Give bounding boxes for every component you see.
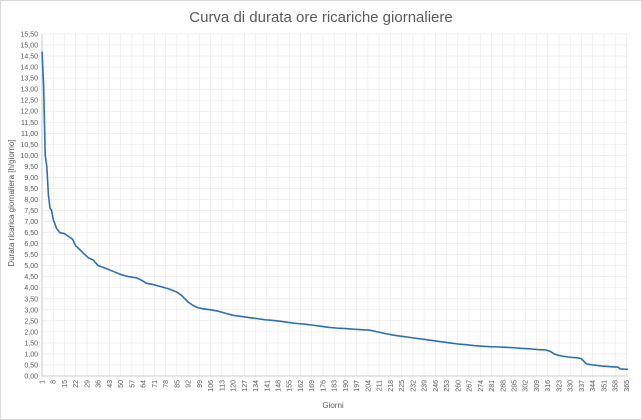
x-tick-label: 169 <box>309 380 316 392</box>
y-tick-label: 5,50 <box>24 252 38 259</box>
x-tick-label: 50 <box>118 380 125 388</box>
x-tick-label: 99 <box>197 380 204 388</box>
y-tick-label: 8,00 <box>24 197 38 204</box>
x-tick-label: 232 <box>410 380 417 392</box>
y-tick-label: 4,00 <box>24 285 38 292</box>
x-tick-label: 253 <box>444 380 451 392</box>
chart-title: Curva di durata ore ricariche giornalier… <box>189 9 452 26</box>
x-tick-label: 183 <box>332 380 339 392</box>
x-tick-label: 274 <box>478 380 485 392</box>
x-tick-label: 148 <box>276 380 283 392</box>
x-tick-label: 211 <box>377 380 384 391</box>
y-tick-label: 15,50 <box>20 32 38 39</box>
y-tick-label: 15,00 <box>20 43 38 50</box>
x-tick-label: 134 <box>253 380 260 392</box>
x-tick-label: 260 <box>455 380 462 392</box>
y-tick-label: 0,00 <box>24 374 38 381</box>
x-tick-label: 120 <box>231 380 238 392</box>
x-tick-label: 127 <box>242 380 249 392</box>
y-tick-label: 0,50 <box>24 362 38 369</box>
x-tick-label: 190 <box>343 380 350 392</box>
x-tick-label: 330 <box>568 380 575 392</box>
x-tick-label: 71 <box>152 380 159 388</box>
y-tick-label: 6,00 <box>24 241 38 248</box>
x-tick-label: 302 <box>523 380 530 392</box>
y-tick-label: 2,50 <box>24 318 38 325</box>
x-tick-label: 358 <box>613 380 620 392</box>
x-tick-label: 225 <box>399 380 406 392</box>
y-tick-label: 13,00 <box>20 87 38 94</box>
x-tick-label: 85 <box>174 380 181 388</box>
x-tick-label: 162 <box>298 380 305 392</box>
x-tick-label: 281 <box>489 380 496 392</box>
y-tick-label: 8,50 <box>24 186 38 193</box>
x-tick-label: 239 <box>422 380 429 392</box>
y-tick-label: 3,00 <box>24 307 38 314</box>
y-tick-label: 10,00 <box>20 153 38 160</box>
x-tick-label: 316 <box>545 380 552 392</box>
y-tick-label: 14,00 <box>20 65 38 72</box>
x-tick-labels: 1 8 15 22 29 36 43 50 57 64 71 78 85 92 99 106 113 120 127… <box>40 380 631 392</box>
x-tick-label: 323 <box>556 380 563 392</box>
x-tick-label: 246 <box>433 380 440 392</box>
y-tick-labels: 0,00 0,50 1,00 1,50 2,00 2,50 3,00 3,50 4,00 4,50… <box>20 32 38 381</box>
x-tick-label: 309 <box>534 380 541 392</box>
series-line <box>41 51 629 371</box>
y-tick-label: 2,00 <box>24 329 38 336</box>
x-tick-label: 197 <box>354 380 361 392</box>
y-tick-label: 4,50 <box>24 274 38 281</box>
x-tick-label: 43 <box>107 380 114 388</box>
x-tick-label: 295 <box>512 380 519 392</box>
x-tick-label: 344 <box>590 380 597 392</box>
x-tick-label: 176 <box>320 380 327 392</box>
y-tick-label: 5,00 <box>24 263 38 270</box>
axes-layer <box>41 34 628 377</box>
x-tick-label: 78 <box>163 380 170 388</box>
x-tick-label: 36 <box>96 380 103 388</box>
x-tick-label: 64 <box>141 380 148 388</box>
y-tick-label: 14,50 <box>20 54 38 61</box>
y-tick-label: 1,00 <box>24 351 38 358</box>
x-axis-label: Giorni <box>322 401 344 410</box>
x-tick-label: 365 <box>624 380 631 392</box>
y-tick-label: 1,50 <box>24 340 38 347</box>
x-tick-label: 113 <box>219 380 226 391</box>
y-tick-label: 7,50 <box>24 208 38 215</box>
grid-layer <box>41 33 628 377</box>
y-tick-label: 3,50 <box>24 296 38 303</box>
y-tick-label: 11,00 <box>21 131 38 138</box>
x-tick-label: 218 <box>388 380 395 392</box>
x-tick-label: 204 <box>365 380 372 392</box>
y-tick-label: 12,00 <box>20 109 38 116</box>
x-tick-label: 15 <box>62 380 69 388</box>
y-axis-label: Durata ricarica giornaliera [h/giorno] <box>7 139 16 266</box>
y-tick-label: 9,50 <box>24 164 38 171</box>
x-tick-label: 155 <box>287 380 294 392</box>
y-tick-label: 11,50 <box>21 120 38 127</box>
x-tick-label: 141 <box>264 380 271 392</box>
y-tick-label: 9,00 <box>24 175 38 182</box>
x-tick-label: 29 <box>84 380 91 388</box>
y-tick-label: 6,50 <box>24 230 38 237</box>
x-tick-label: 22 <box>73 380 80 388</box>
y-tick-label: 13,50 <box>20 76 38 83</box>
y-tick-label: 12,50 <box>20 98 38 105</box>
x-tick-label: 57 <box>129 380 136 388</box>
x-tick-label: 106 <box>208 380 215 392</box>
y-tick-label: 10,50 <box>20 142 38 149</box>
y-tick-label: 7,00 <box>24 219 38 226</box>
x-tick-label: 337 <box>579 380 586 392</box>
x-tick-label: 1 <box>40 380 47 384</box>
x-tick-label: 351 <box>601 380 608 392</box>
x-tick-label: 288 <box>500 380 507 392</box>
x-tick-label: 8 <box>51 380 58 384</box>
x-tick-label: 92 <box>186 380 193 388</box>
x-tick-label: 267 <box>467 380 474 392</box>
